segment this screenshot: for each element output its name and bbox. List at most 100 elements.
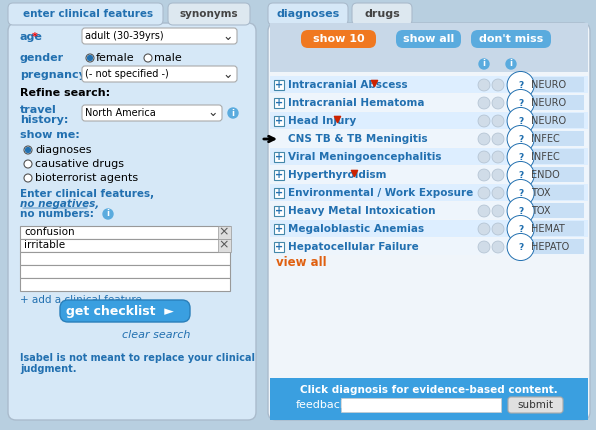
Circle shape <box>478 169 490 181</box>
FancyBboxPatch shape <box>471 30 551 48</box>
Text: ?: ? <box>518 117 523 126</box>
Text: +: + <box>275 98 283 108</box>
Circle shape <box>478 205 490 217</box>
Text: i: i <box>231 108 234 117</box>
Text: ×: × <box>219 239 229 252</box>
FancyBboxPatch shape <box>508 397 563 413</box>
Text: confusion: confusion <box>24 227 74 237</box>
Text: no numbers:: no numbers: <box>20 209 94 219</box>
Text: ENDO: ENDO <box>531 170 560 180</box>
FancyBboxPatch shape <box>268 3 348 25</box>
Text: submit: submit <box>517 400 553 410</box>
FancyBboxPatch shape <box>82 66 237 82</box>
Circle shape <box>492 79 504 91</box>
Text: + add a clinical feature: + add a clinical feature <box>20 295 142 305</box>
Text: no negatives,: no negatives, <box>20 199 100 209</box>
Bar <box>270 378 588 420</box>
Circle shape <box>479 59 489 69</box>
Bar <box>270 148 588 165</box>
Text: view all: view all <box>276 255 327 268</box>
Text: ?: ? <box>518 243 523 252</box>
Text: ×: × <box>219 225 229 239</box>
Text: Heavy Metal Intoxication: Heavy Metal Intoxication <box>288 206 436 216</box>
Point <box>370 80 379 86</box>
Bar <box>514 149 584 164</box>
Bar <box>270 112 588 129</box>
Circle shape <box>492 205 504 217</box>
Bar <box>514 239 584 254</box>
Bar <box>514 95 584 110</box>
Bar <box>20 226 230 239</box>
Circle shape <box>492 241 504 253</box>
Circle shape <box>478 151 490 163</box>
Bar <box>274 98 284 108</box>
Text: Viral Meningoencephalitis: Viral Meningoencephalitis <box>288 152 442 162</box>
Text: +: + <box>275 80 283 90</box>
Text: INFEC: INFEC <box>531 134 560 144</box>
Bar <box>270 238 588 255</box>
Text: ?: ? <box>518 206 523 215</box>
Bar <box>274 224 284 234</box>
Text: judgment.: judgment. <box>20 364 76 374</box>
Text: show me:: show me: <box>20 130 80 140</box>
Text: Head Injury: Head Injury <box>288 116 356 126</box>
Bar <box>274 152 284 162</box>
Text: +: + <box>275 242 283 252</box>
Circle shape <box>478 241 490 253</box>
FancyBboxPatch shape <box>270 378 588 420</box>
Text: irritable: irritable <box>24 240 65 250</box>
Circle shape <box>24 160 32 168</box>
Bar <box>514 131 584 146</box>
Circle shape <box>478 187 490 199</box>
Circle shape <box>478 97 490 109</box>
FancyBboxPatch shape <box>82 28 237 44</box>
Circle shape <box>24 174 32 182</box>
Bar <box>270 166 588 183</box>
Circle shape <box>478 133 490 145</box>
Text: North America: North America <box>85 108 156 118</box>
Bar <box>270 184 588 201</box>
Bar <box>218 226 231 239</box>
Text: feedback:: feedback: <box>296 400 351 410</box>
Text: HEMAT: HEMAT <box>531 224 565 234</box>
Text: i: i <box>107 209 110 218</box>
Bar <box>341 398 501 412</box>
Text: Hyperthyroidism: Hyperthyroidism <box>288 170 386 180</box>
Bar <box>514 113 584 128</box>
FancyBboxPatch shape <box>8 23 256 420</box>
Text: i: i <box>510 59 513 68</box>
Bar <box>270 23 588 55</box>
Text: *: * <box>32 32 38 42</box>
Text: TOX: TOX <box>531 188 551 198</box>
Text: CNS TB & TB Meningitis: CNS TB & TB Meningitis <box>288 134 427 144</box>
Text: diagnoses: diagnoses <box>277 9 340 19</box>
Bar <box>20 239 230 252</box>
Bar <box>514 203 584 218</box>
Text: causative drugs: causative drugs <box>35 159 124 169</box>
Text: +: + <box>275 224 283 234</box>
Text: ?: ? <box>518 153 523 162</box>
Text: enter clinical features: enter clinical features <box>23 9 153 19</box>
Bar <box>514 185 584 200</box>
Text: drugs: drugs <box>364 9 400 19</box>
Circle shape <box>492 133 504 145</box>
Text: get checklist  ►: get checklist ► <box>66 304 174 317</box>
Bar <box>274 188 284 198</box>
Bar <box>274 170 284 180</box>
Bar <box>270 76 588 93</box>
Text: ⌄: ⌄ <box>223 30 233 43</box>
Circle shape <box>103 209 113 219</box>
Circle shape <box>26 147 30 153</box>
Circle shape <box>492 115 504 127</box>
FancyBboxPatch shape <box>82 105 222 121</box>
Bar <box>20 278 230 291</box>
Text: +: + <box>275 170 283 180</box>
Circle shape <box>478 79 490 91</box>
Text: Isabel is not meant to replace your clinical: Isabel is not meant to replace your clin… <box>20 353 255 363</box>
Circle shape <box>492 223 504 235</box>
FancyBboxPatch shape <box>352 3 412 25</box>
Text: +: + <box>275 188 283 198</box>
Text: Hepatocellular Failure: Hepatocellular Failure <box>288 242 419 252</box>
FancyBboxPatch shape <box>301 30 376 48</box>
Bar <box>274 116 284 126</box>
